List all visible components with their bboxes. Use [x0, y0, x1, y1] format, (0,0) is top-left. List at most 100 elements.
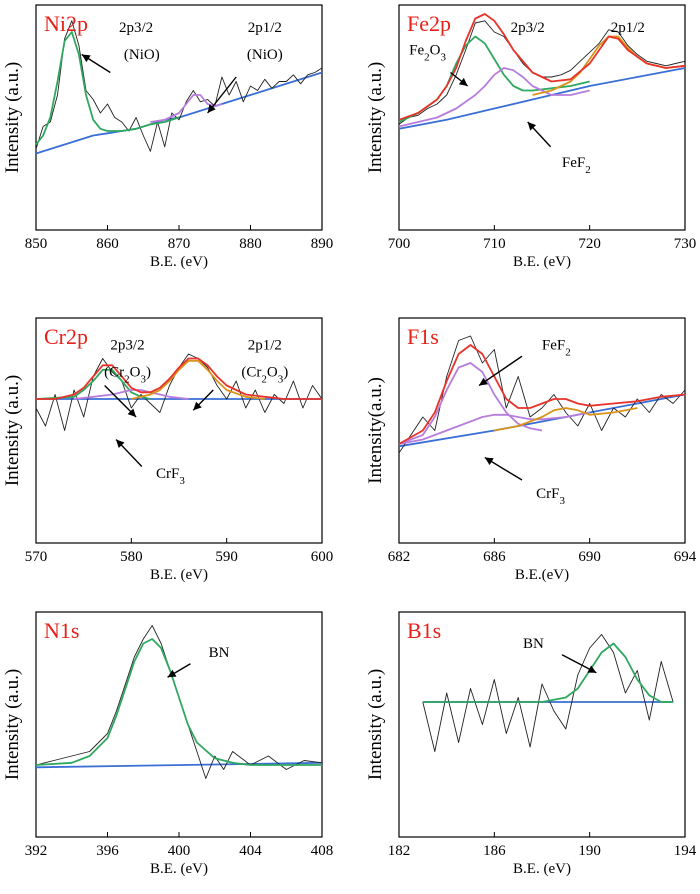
x-tick-label: 690 [578, 549, 601, 565]
x-axis-label: B.E. (eV) [513, 254, 571, 270]
plot-frame [35, 317, 323, 544]
x-tick-label: 850 [25, 236, 48, 252]
series-line-background [398, 393, 686, 448]
x-tick-label: 730 [674, 236, 697, 252]
panel-title: Fe2p [407, 11, 451, 36]
series-line-background [398, 67, 686, 130]
peak-annotation: CrF3 [536, 486, 565, 507]
series-line-component-fef- [398, 67, 590, 128]
x-tick-label: 408 [311, 843, 334, 859]
series-line-component-bn [35, 638, 322, 766]
y-axis-label: Intensity (a.u.) [2, 375, 23, 486]
x-tick-label: 860 [96, 236, 119, 252]
arrow-head [167, 669, 177, 678]
x-axis-label: B.E. (eV) [150, 254, 208, 270]
panel-title: N1s [44, 618, 79, 643]
series-line-component-bn [422, 642, 674, 703]
peak-annotation: (Cr2O3) [241, 365, 288, 386]
x-tick-label: 590 [215, 549, 238, 565]
series-line-raw [422, 634, 674, 752]
y-axis-label: Intensity (a.u.) [2, 62, 23, 173]
x-tick-label: 600 [311, 549, 334, 565]
series-line-raw [398, 335, 686, 454]
peak-annotation: Fe2O3 [409, 43, 446, 64]
arrow-head [127, 408, 137, 417]
arrow-head [484, 457, 494, 466]
arrow-head [479, 377, 488, 386]
peak-annotation: 2p1/2 [611, 20, 645, 36]
panel-cr2p: 570 580 590 600 B.E. (eV) Intensity (a.u.) Cr2… [2, 317, 334, 583]
x-tick-label: 186 [483, 843, 506, 859]
y-axis-label: Intensity (a.u.) [365, 669, 386, 780]
arrow-line [478, 355, 523, 387]
x-tick-label: 694 [674, 549, 697, 565]
x-tick-label: 682 [388, 549, 411, 565]
x-tick-label: 880 [239, 236, 262, 252]
panel-title: Cr2p [44, 324, 88, 349]
series-line-component-2p3-2-cr-o- [35, 368, 151, 400]
panel-title: F1s [407, 324, 439, 349]
x-axis-label: B.E. (eV) [513, 861, 571, 877]
arrow-head [207, 104, 216, 113]
series-line-envelope [36, 357, 322, 400]
x-tick-label: 890 [311, 236, 334, 252]
arrow-head [527, 122, 537, 131]
arrow-head [587, 665, 597, 673]
x-axis-label: B.E.(eV) [515, 567, 569, 583]
peak-annotation: 2p1/2 [248, 20, 282, 36]
peak-annotation: 2p1/2 [248, 338, 282, 354]
x-tick-label: 400 [168, 843, 191, 859]
peak-annotation: (NiO) [247, 47, 283, 63]
peak-annotation: (Cr2O3) [104, 365, 151, 386]
plot-frame [398, 4, 686, 231]
peak-annotation: CrF3 [156, 466, 185, 487]
series-line-envelope [398, 344, 686, 445]
plot-frame [398, 611, 686, 838]
arrow-head [81, 54, 91, 63]
panel-f1s: 682 686 690 694 B.E.(eV) Intensity(a.u.) F1s Fe… [365, 317, 697, 583]
peak-annotation: 2p3/2 [511, 20, 545, 36]
x-tick-label: 580 [120, 549, 143, 565]
series-line-component-2p1-2 [532, 35, 686, 96]
arrow-head [458, 77, 468, 86]
series-line-raw [35, 353, 323, 431]
x-tick-label: 396 [96, 843, 119, 859]
series-line-component-2p1-2-cr-o- [131, 359, 265, 400]
arrow-head [193, 401, 202, 411]
x-tick-label: 404 [239, 843, 262, 859]
panel-b1s: 182 186 190 194 B.E. (eV) Intensity (a.u.) B1s… [365, 611, 697, 877]
x-tick-label: 392 [25, 843, 48, 859]
peak-annotation: FeF2 [562, 155, 591, 176]
peak-annotation: 2p3/2 [110, 338, 144, 354]
series-line-raw [35, 625, 323, 779]
peak-annotation: 2p3/2 [119, 20, 153, 36]
x-tick-label: 870 [168, 236, 191, 252]
series-line-raw [398, 20, 686, 125]
peak-annotation: FeF2 [542, 338, 571, 359]
y-axis-label: Intensity (a.u.) [365, 62, 386, 173]
x-tick-label: 194 [674, 843, 697, 859]
y-axis-label: Intensity (a.u.) [2, 669, 23, 780]
x-tick-label: 720 [578, 236, 601, 252]
series-line-component-2p1-2-nio- [150, 94, 223, 123]
peak-annotation: BN [523, 636, 544, 652]
peak-annotation: BN [209, 645, 230, 661]
x-tick-label: 686 [483, 549, 506, 565]
panel-n1s: 392 396 400 404 408 B.E. (eV) Intensity (a.u.)… [2, 611, 334, 877]
arrow-head [116, 439, 125, 449]
series-line-component-f1s-689 [494, 407, 638, 432]
x-tick-label: 710 [483, 236, 506, 252]
series-line-component-crf- [398, 411, 590, 445]
x-tick-label: 570 [25, 549, 48, 565]
x-axis-label: B.E. (eV) [150, 567, 208, 583]
panel-fe2p: 700 710 720 730 B.E. (eV) Intensity (a.u.) Fe2… [365, 4, 697, 270]
panel-ni2p: 850 860 870 880 890 B.E. (eV) Intensity (a.u.)… [2, 4, 334, 270]
panel-title: B1s [407, 618, 441, 643]
x-tick-label: 700 [388, 236, 411, 252]
panel-title: Ni2p [44, 11, 88, 36]
x-tick-label: 190 [578, 843, 601, 859]
x-tick-label: 182 [388, 843, 411, 859]
plot-frame [35, 611, 323, 838]
series-line-component-2p3-2-nio- [35, 31, 180, 146]
